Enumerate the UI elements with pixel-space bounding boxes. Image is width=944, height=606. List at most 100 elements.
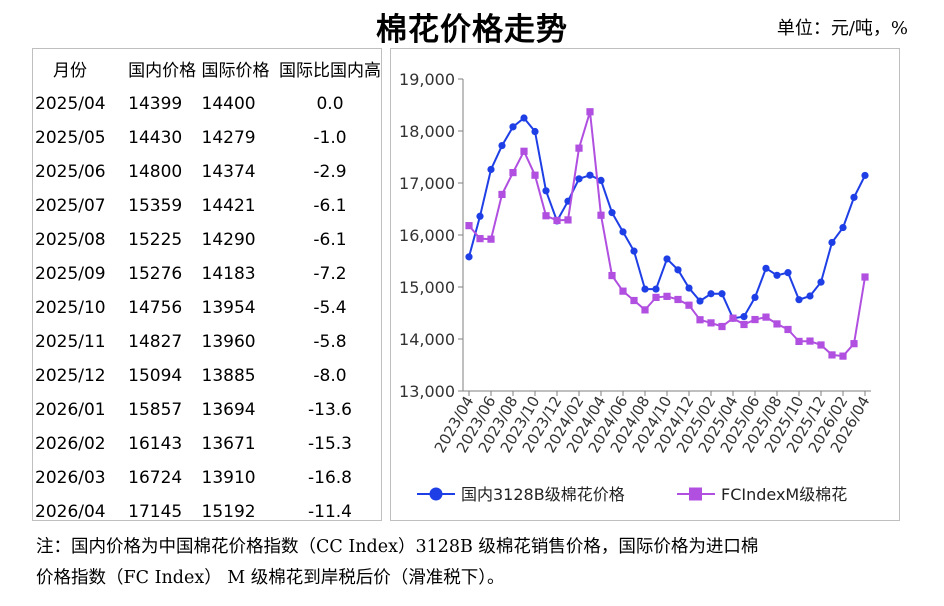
cell-international-price: 13885	[201, 366, 256, 386]
price-line-chart: 13,000 14,000 15,000 16,000 17,000 18,000 19,0…	[399, 70, 873, 504]
data-point-domestic	[542, 187, 550, 195]
data-point-domestic	[608, 209, 616, 217]
data-point-international	[608, 271, 616, 280]
data-point-international	[817, 341, 825, 349]
table-row: 2026/04 17145 15192 -11.4	[33, 495, 381, 529]
data-point-domestic	[619, 228, 627, 236]
table-row: 2025/09 15276 14183 -7.2	[33, 257, 381, 291]
cell-international-price: 13954	[201, 298, 256, 318]
data-point-domestic	[575, 175, 583, 183]
cell-domestic-price: 14827	[128, 332, 183, 352]
cell-diff: -7.2	[313, 264, 347, 284]
table-row: 2025/08 15225 14290 -6.1	[33, 223, 381, 257]
cell-month: 2026/02	[35, 434, 106, 454]
cell-month: 2025/07	[35, 196, 106, 216]
footnote-line-2: 价格指数（FC Index） M 级棉花到岸税后价（滑准税下）。	[36, 568, 505, 588]
data-point-international	[520, 147, 528, 155]
data-point-international	[597, 211, 605, 219]
cell-international-price: 13910	[201, 468, 256, 488]
table-row: 2026/03 16724 13910 -16.8	[33, 461, 381, 495]
cell-domestic-price: 15359	[128, 196, 183, 216]
cell-domestic-price: 17145	[128, 502, 183, 522]
data-point-international	[586, 108, 594, 116]
cell-month: 2026/04	[35, 502, 106, 522]
data-point-domestic	[487, 165, 495, 174]
cell-month: 2025/08	[35, 230, 106, 250]
legend-marker-international	[689, 487, 702, 501]
cell-domestic-price: 14800	[128, 162, 183, 182]
footnote: 注：国内价格为中国棉花价格指数（CC Index）3128B 级棉花销售价格，国…	[36, 532, 916, 594]
cell-month: 2025/10	[35, 298, 106, 318]
table-row: 2025/05 14430 14279 -1.0	[33, 121, 381, 155]
y-tick-label: 17,000	[399, 174, 455, 193]
data-point-international	[487, 235, 495, 243]
cell-diff: -2.9	[313, 162, 347, 182]
data-point-domestic	[784, 269, 792, 277]
table-row: 2025/10 14756 13954 -5.4	[33, 291, 381, 325]
data-point-international	[740, 320, 748, 329]
cell-international-price: 13671	[201, 434, 256, 454]
data-point-domestic	[718, 290, 726, 298]
cell-international-price: 14279	[201, 128, 256, 148]
data-point-international	[696, 316, 704, 324]
data-point-international	[630, 296, 638, 305]
cell-diff: -6.1	[313, 196, 347, 216]
footnote-line-1: 注：国内价格为中国棉花价格指数（CC Index）3128B 级棉花销售价格，国…	[36, 537, 759, 557]
cell-international-price: 14374	[201, 162, 256, 182]
data-point-domestic	[751, 293, 759, 301]
data-point-international	[718, 322, 726, 331]
table-row: 2025/07 15359 14421 -6.1	[33, 189, 381, 223]
data-point-international	[641, 306, 649, 314]
column-header-diff: 国际比国内高	[279, 60, 381, 81]
legend-marker-domestic	[429, 487, 443, 501]
data-point-domestic	[817, 278, 825, 286]
column-header-domestic: 国内价格	[128, 60, 197, 81]
y-tick-label: 15,000	[399, 278, 455, 297]
data-point-international	[531, 171, 539, 179]
data-point-domestic	[531, 127, 539, 136]
data-point-domestic	[586, 171, 594, 179]
data-point-international	[685, 301, 693, 309]
page-title: 棉花价格走势	[376, 12, 568, 48]
y-tick-label: 14,000	[399, 330, 455, 349]
data-point-domestic	[806, 292, 814, 300]
cell-international-price: 14183	[201, 264, 256, 284]
column-header-month: 月份	[53, 60, 87, 81]
data-point-international	[729, 314, 737, 322]
data-point-domestic	[652, 285, 660, 293]
data-point-domestic	[795, 296, 803, 304]
table-row: 2025/12 15094 13885 -8.0	[33, 359, 381, 393]
data-point-domestic	[850, 193, 858, 201]
table-row: 2025/11 14827 13960 -5.8	[33, 325, 381, 359]
y-tick-label: 19,000	[399, 70, 455, 89]
data-point-domestic	[861, 171, 869, 180]
data-point-domestic	[696, 297, 704, 305]
data-point-domestic	[773, 271, 781, 279]
cell-month: 2025/11	[35, 332, 106, 352]
data-point-domestic	[828, 238, 836, 247]
cell-month: 2025/05	[35, 128, 106, 148]
cell-domestic-price: 15225	[128, 230, 183, 250]
data-point-international	[773, 320, 781, 328]
cell-diff: -5.4	[313, 298, 347, 318]
data-point-domestic	[685, 284, 693, 292]
data-point-domestic	[498, 141, 506, 150]
data-point-international	[564, 216, 572, 224]
cell-domestic-price: 15094	[128, 366, 183, 386]
data-point-international	[465, 222, 473, 230]
table-row: 2026/02 16143 13671 -15.3	[33, 427, 381, 461]
cell-diff: -15.3	[308, 434, 352, 454]
cell-month: 2026/01	[35, 400, 106, 420]
data-point-international	[509, 169, 517, 177]
series-line-1	[468, 116, 866, 320]
cell-month: 2025/12	[35, 366, 106, 386]
data-point-domestic	[509, 123, 517, 131]
table-row: 2026/01 15857 13694 -13.6	[33, 393, 381, 427]
data-point-international	[861, 273, 869, 281]
data-point-domestic	[641, 285, 649, 293]
data-point-domestic	[520, 114, 528, 122]
cell-diff: -13.6	[308, 400, 352, 420]
cell-international-price: 13960	[201, 332, 256, 352]
price-table-panel: 月份 国内价格 国际价格 国际比国内高 2025/04 14399 14400 0.0…	[32, 48, 382, 522]
cell-diff: -16.8	[308, 468, 352, 488]
